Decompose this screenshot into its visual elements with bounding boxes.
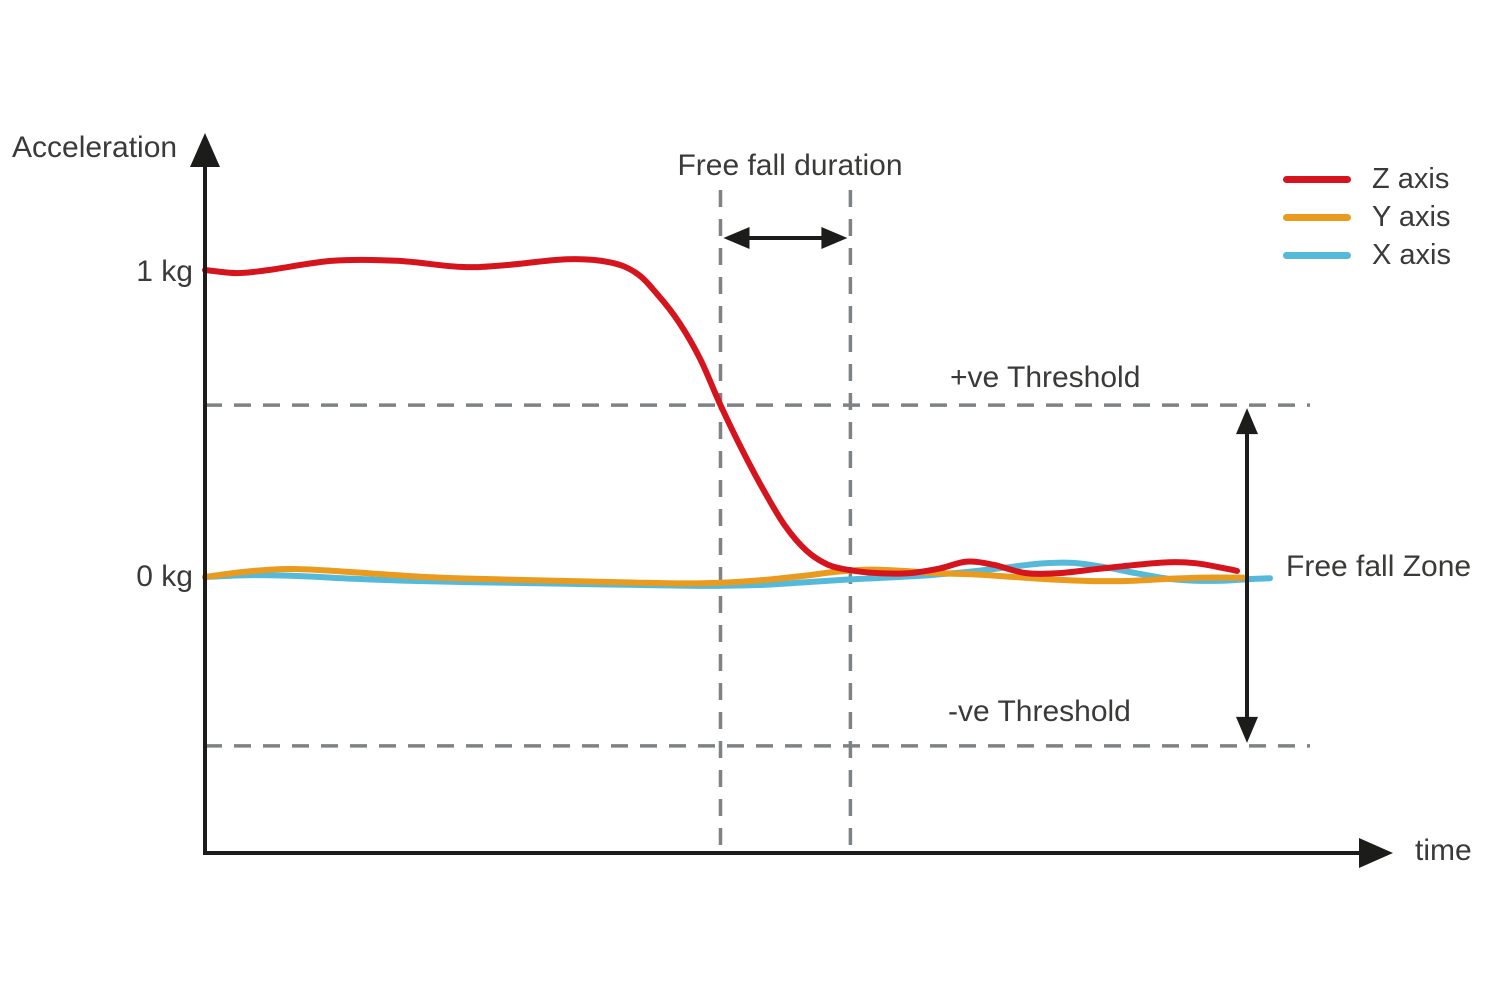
negative-threshold-label: -ve Threshold — [948, 695, 1131, 728]
y-axis-title: Acceleration — [12, 131, 178, 164]
legend-label-y-axis: Y axis — [1372, 200, 1451, 233]
free-fall-zone-label: Free fall Zone — [1286, 550, 1472, 583]
threshold-and-window-guides — [205, 190, 1310, 851]
free-fall-zone-arrow — [1236, 408, 1258, 743]
legend: Z axis Y axis X axis — [1283, 160, 1451, 274]
y-tick-1kg: 1 kg — [136, 255, 193, 288]
free-fall-duration-arrow — [723, 227, 848, 249]
legend-item-x-axis: X axis — [1283, 236, 1451, 274]
positive-threshold-label: +ve Threshold — [950, 361, 1141, 394]
annotation-arrows — [723, 227, 1258, 743]
series-y-axis — [202, 565, 1247, 587]
z-axis-line-swatch-icon — [1283, 175, 1351, 183]
x-axis-line-swatch-icon — [1283, 251, 1351, 259]
free-fall-duration-label: Free fall duration — [677, 149, 903, 182]
y-axis-line-swatch-icon — [1283, 213, 1351, 221]
legend-label-z-axis: Z axis — [1372, 162, 1450, 195]
y-axis-arrowhead — [190, 133, 220, 167]
x-axis-arrowhead — [1359, 838, 1393, 868]
legend-label-x-axis: X axis — [1372, 238, 1451, 271]
legend-item-y-axis: Y axis — [1283, 198, 1451, 236]
y-tick-0kg: 0 kg — [136, 560, 193, 593]
data-series — [202, 256, 1273, 589]
series-z-axis — [202, 256, 1240, 577]
legend-item-z-axis: Z axis — [1283, 160, 1451, 198]
x-axis-title: time — [1415, 834, 1472, 867]
axes — [190, 133, 1393, 868]
